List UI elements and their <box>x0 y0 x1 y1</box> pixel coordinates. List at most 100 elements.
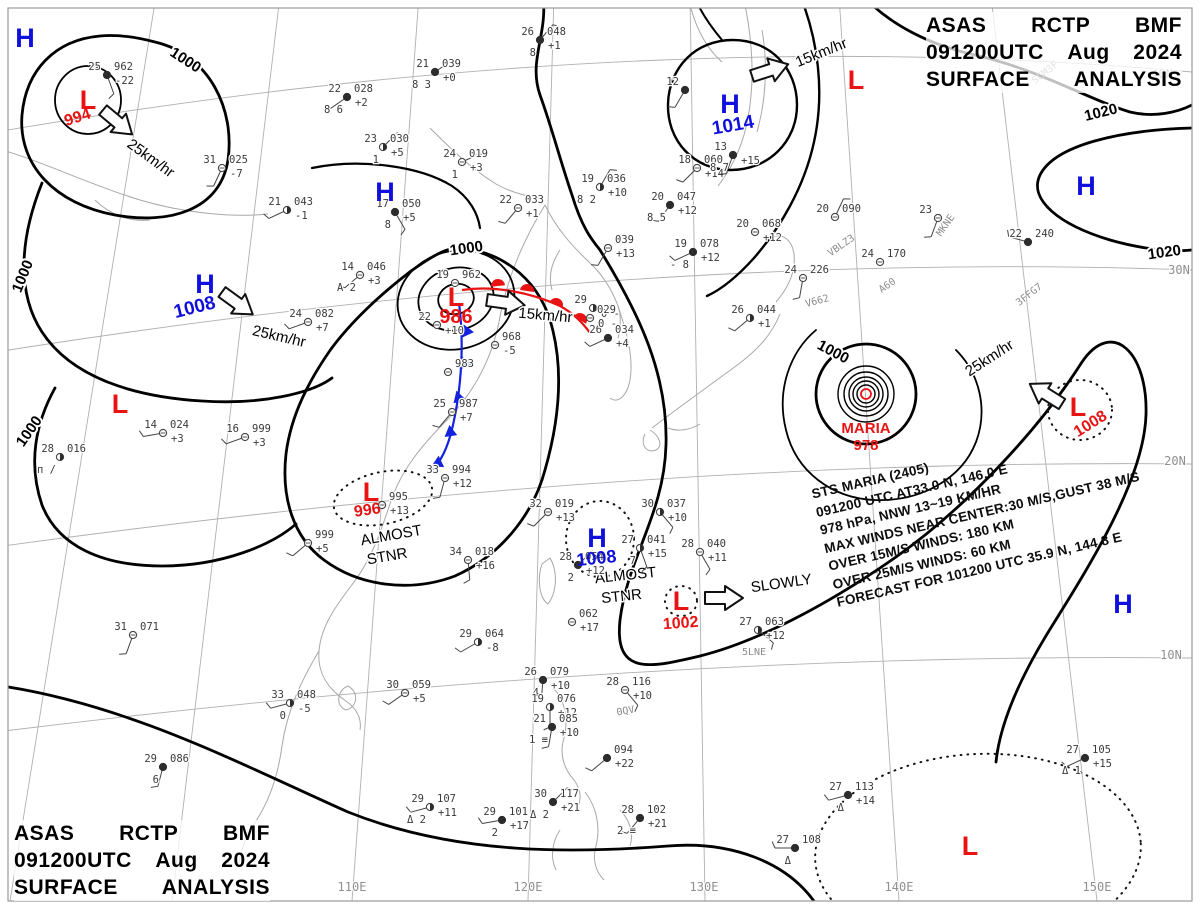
station-circle <box>1080 753 1090 763</box>
station-pressure: 226 <box>810 264 829 276</box>
station-extra: - 8 <box>670 259 689 271</box>
station-extra: п / <box>37 464 56 476</box>
weather-station: 23 030 +5 1 <box>363 132 410 168</box>
wind-barb-tick <box>541 746 549 749</box>
station-temperature: 22 <box>1009 228 1022 240</box>
station-pressure: 019 <box>555 498 574 510</box>
station-temperature: 29 <box>483 806 496 818</box>
low-pressure-symbol: L <box>848 65 865 95</box>
station-pressure: 024 <box>170 419 189 431</box>
title-word: RCTP <box>1031 14 1091 37</box>
station-temperature: 19 <box>436 269 449 281</box>
wind-barb-tick <box>477 817 483 824</box>
station-pressure: 054 <box>585 551 604 563</box>
station-temperature: 34 <box>449 546 462 558</box>
wind-barb-tick <box>591 550 599 554</box>
wind-barb-tick <box>220 438 227 445</box>
cold-front-symbol <box>462 324 474 338</box>
station-tendency: +12 <box>678 205 697 217</box>
station-tendency: +15 <box>648 548 667 560</box>
station-pressure: 086 <box>170 753 189 765</box>
coastline <box>619 809 633 847</box>
latitude-label: 20N <box>1164 454 1186 468</box>
station-pressure: 046 <box>367 261 386 273</box>
weather-station: 24 082 +7 <box>283 307 335 335</box>
weather-station: 14 046 +3 A 2 <box>336 260 387 296</box>
station-circle-half <box>600 183 604 191</box>
wind-barb-tick <box>705 569 711 576</box>
station-tendency: -5 <box>298 703 311 715</box>
station-tendency: +10 <box>633 690 652 702</box>
high-pressure-symbol: H <box>1113 589 1133 619</box>
motion-label: 15km/hr <box>793 35 850 71</box>
station-circle <box>102 70 112 80</box>
station-tendency: +7 <box>460 412 473 424</box>
cold-front-symbol <box>444 424 458 438</box>
weather-station: 23 <box>918 203 943 238</box>
station-pressure: 094 <box>614 744 633 756</box>
weather-station: 29 101 +17 2 <box>477 805 530 840</box>
longitude-line <box>351 8 419 901</box>
station-extra: 8 <box>385 219 391 231</box>
title-word: ASAS <box>926 14 987 37</box>
weather-station: 27 113 +14 Δ <box>823 780 876 815</box>
station-tendency: +14 <box>705 168 724 180</box>
station-circle <box>603 333 613 343</box>
title-line: 091200UTC Aug 2024 <box>14 847 270 874</box>
station-circle-half <box>383 143 387 151</box>
station-pressure: 076 <box>557 693 576 705</box>
weather-station: 19 076 +12 <box>530 692 578 731</box>
typhoon-name: MARIA <box>841 420 890 437</box>
station-circle <box>843 790 853 800</box>
weather-station: 995+13 <box>377 490 410 518</box>
isobar-label: 1000 <box>167 44 204 76</box>
station-tendency: -5 <box>503 345 516 357</box>
warm-front-symbol <box>549 298 563 308</box>
coastline <box>429 127 541 199</box>
station-temperature: 26 <box>731 304 744 316</box>
station-tendency: 0 - <box>598 318 617 330</box>
isobar <box>20 34 231 220</box>
motion-label: SLOWLY <box>750 571 813 596</box>
station-temperature: 27 <box>776 834 789 846</box>
weather-station: 062+17 <box>567 607 600 635</box>
wind-barb-tick <box>584 341 591 347</box>
station-pressure: 962 <box>462 269 481 281</box>
station-tendency: +7 <box>316 322 329 334</box>
ship-callsign-label: 0QV <box>616 705 636 719</box>
station-extra: A 2 <box>337 282 356 294</box>
station-tendency: +12 <box>558 707 577 719</box>
station-circle <box>538 675 548 685</box>
coastline <box>584 791 605 881</box>
weather-station: 29 086 6 <box>143 752 190 788</box>
station-pressure: 102 <box>647 804 666 816</box>
wind-barb-tick <box>924 236 932 238</box>
warm-front-symbol <box>520 284 534 292</box>
cold-front-symbol <box>459 356 472 370</box>
isobar-label: 1000 <box>814 337 851 368</box>
weather-station: 999+5 <box>286 528 335 557</box>
wind-barb-tick <box>324 104 331 109</box>
high-pressure-symbol: H <box>720 89 740 119</box>
station-temperature: 12 <box>666 76 679 88</box>
high-pressure-symbol: H <box>587 523 607 553</box>
station-temperature: 20 <box>816 203 829 215</box>
weather-station: 26 079 +10 4 <box>523 665 571 703</box>
station-pressure: 062 <box>579 608 598 620</box>
weather-station: 19 078 +12 - 8 <box>669 237 721 273</box>
station-tendency: +12 <box>701 252 720 264</box>
station-extra: 8 2 <box>577 194 596 206</box>
movement-arrow <box>485 289 526 316</box>
station-temperature: 24 <box>861 248 874 260</box>
coastline <box>756 29 766 133</box>
station-temperature: 19 <box>531 693 544 705</box>
coastline <box>549 249 561 291</box>
station-tendency: +12 <box>766 630 785 642</box>
station-circle-half <box>758 626 762 634</box>
station-pressure: 050 <box>402 198 421 210</box>
station-circle-half <box>430 803 434 811</box>
station-pressure: 041 <box>647 534 666 546</box>
weather-station: 33 994 +12 <box>425 463 473 499</box>
isobar <box>310 162 482 230</box>
pressure-value: 1008 <box>172 292 218 323</box>
